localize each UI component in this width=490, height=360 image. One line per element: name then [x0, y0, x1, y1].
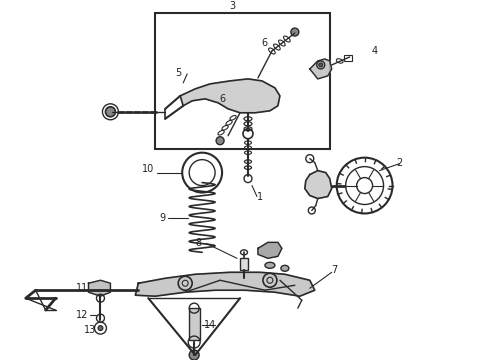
Polygon shape — [180, 79, 280, 113]
Text: 2: 2 — [396, 158, 403, 168]
Ellipse shape — [281, 265, 289, 271]
Bar — [343, 55, 352, 61]
Text: 14: 14 — [204, 320, 216, 330]
Text: 6: 6 — [262, 38, 268, 48]
Text: 9: 9 — [159, 213, 165, 224]
Circle shape — [319, 63, 323, 67]
Text: 5: 5 — [175, 68, 181, 78]
Circle shape — [189, 350, 199, 360]
Text: 13: 13 — [84, 325, 97, 335]
Text: 4: 4 — [371, 46, 378, 56]
Polygon shape — [310, 59, 332, 79]
Circle shape — [291, 28, 299, 36]
Bar — [189, 308, 200, 340]
Text: 11: 11 — [76, 283, 89, 293]
Circle shape — [98, 325, 103, 330]
Text: 7: 7 — [332, 265, 338, 275]
Polygon shape — [135, 272, 315, 296]
Text: 12: 12 — [76, 310, 89, 320]
Circle shape — [105, 107, 116, 117]
Bar — [240, 258, 248, 270]
Polygon shape — [89, 280, 110, 296]
Text: 6: 6 — [219, 94, 225, 104]
Polygon shape — [258, 242, 282, 258]
Text: 10: 10 — [142, 163, 154, 174]
Text: 1: 1 — [257, 192, 263, 202]
Ellipse shape — [265, 262, 275, 268]
Bar — [155, 13, 330, 149]
Circle shape — [216, 137, 224, 145]
Polygon shape — [305, 171, 332, 198]
Text: 3: 3 — [229, 1, 235, 11]
Text: 8: 8 — [195, 238, 201, 248]
